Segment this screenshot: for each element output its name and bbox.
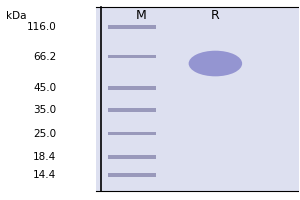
FancyBboxPatch shape <box>108 86 156 90</box>
FancyBboxPatch shape <box>108 55 156 58</box>
Text: 18.4: 18.4 <box>33 152 56 162</box>
FancyBboxPatch shape <box>108 132 156 135</box>
Ellipse shape <box>189 51 242 76</box>
Text: kDa: kDa <box>6 11 26 21</box>
Text: R: R <box>211 9 220 22</box>
Text: 14.4: 14.4 <box>33 170 56 180</box>
Text: 66.2: 66.2 <box>33 52 56 62</box>
Text: 116.0: 116.0 <box>27 22 56 32</box>
Text: 45.0: 45.0 <box>33 83 56 93</box>
FancyBboxPatch shape <box>108 25 156 29</box>
FancyBboxPatch shape <box>108 108 156 112</box>
Text: M: M <box>136 9 146 22</box>
FancyBboxPatch shape <box>108 173 156 177</box>
FancyBboxPatch shape <box>97 7 298 191</box>
Text: 35.0: 35.0 <box>33 105 56 115</box>
FancyBboxPatch shape <box>108 155 156 159</box>
Text: 25.0: 25.0 <box>33 129 56 139</box>
